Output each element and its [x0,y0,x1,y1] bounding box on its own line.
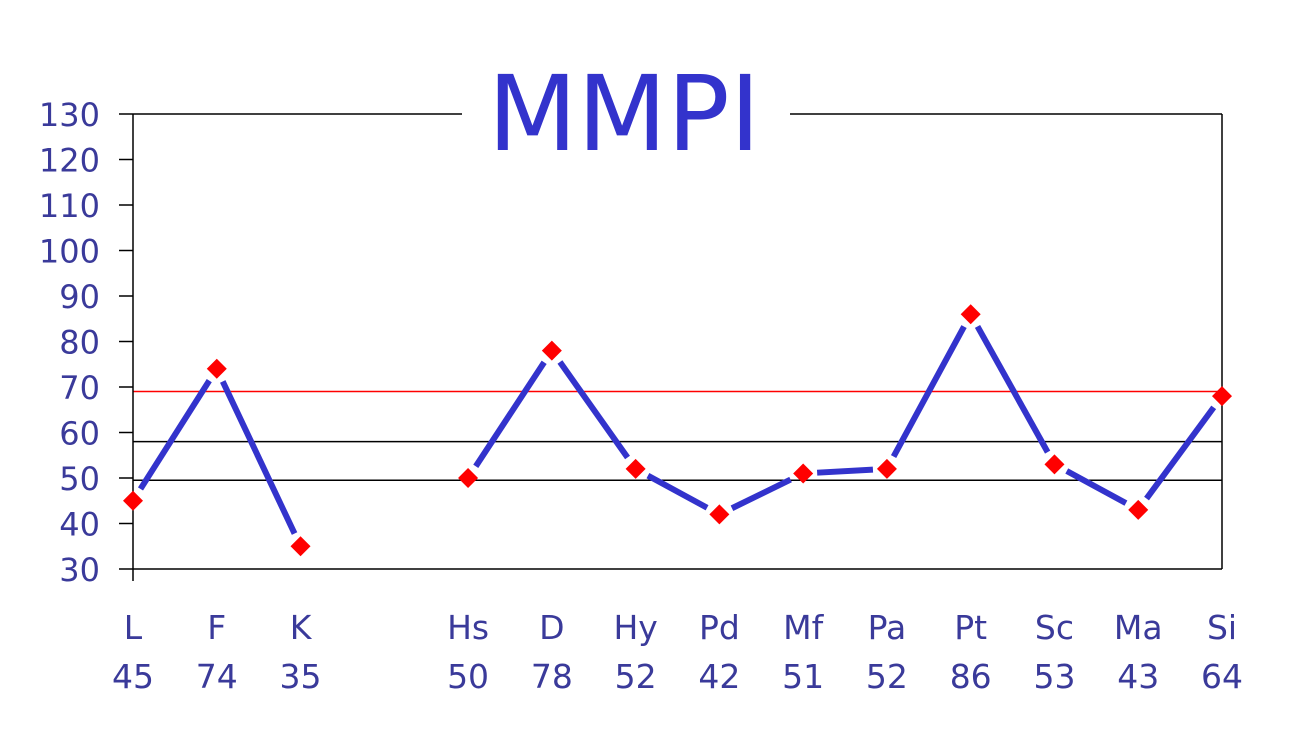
data-point-Si [1212,386,1232,407]
x-value-label: 53 [1033,657,1075,696]
y-tick-label: 110 [39,187,100,225]
x-tick-label: L [124,608,143,647]
data-point-L [123,490,143,511]
title-background [462,95,790,135]
x-tick-label: Si [1207,608,1237,647]
x-tick-label: Pa [868,608,907,647]
y-tick-label: 50 [59,460,100,498]
data-point-D [541,340,562,361]
data-point-Ma [1128,499,1149,520]
data-point-Pa [876,458,897,479]
chart-title: MMPI [488,53,761,175]
x-value-label: 74 [196,657,238,696]
x-value-label: 45 [112,657,154,696]
series-segment [220,380,298,535]
y-tick-label: 70 [59,369,100,407]
y-tick-label: 30 [59,551,100,589]
series-segment [974,324,1051,454]
data-point-F [206,358,227,379]
series-segment [1144,405,1217,501]
series-segment [137,379,212,491]
x-tick-label: Sc [1035,608,1074,647]
x-tick-label: F [207,608,226,647]
y-tick-label: 90 [59,278,100,316]
y-axis: 30 40 50 60 70 80 90 100 110 120 130 [39,96,133,589]
x-value-label: 51 [782,657,824,696]
x-tick-label: Ma [1114,608,1163,647]
x-value-label: 52 [866,657,908,696]
x-axis: L 45 F 74 K 35 Hs 50 D 78 Hy 52 Pd 42 Mf 51 Pa 52 Pt 86 Sc 53… [112,608,1243,696]
x-tick-label: Mf [783,608,824,647]
y-tick-label: 80 [59,324,100,362]
x-tick-label: D [539,608,564,647]
y-tick-label: 60 [59,415,100,453]
data-point-K [290,536,311,557]
x-tick-label: Hs [447,608,489,647]
series-segment [890,325,967,459]
x-value-label: 78 [531,657,573,696]
series-segment [557,360,630,460]
y-tick-label: 100 [39,233,100,271]
series-markers [123,304,1232,557]
x-tick-label: Hy [613,608,657,647]
series-segment [730,476,792,511]
data-point-Pt [960,304,981,325]
y-tick-label: 120 [39,142,100,180]
series-line [137,324,1217,535]
x-value-label: 50 [447,657,489,696]
series-segment [473,360,547,468]
series-segment [1065,468,1128,506]
data-point-Mf [793,463,814,484]
data-point-Hy [625,458,646,479]
y-tick-label: 130 [39,96,100,134]
x-tick-label: K [290,608,313,647]
x-tick-label: Pd [699,608,740,647]
series-segment [646,472,709,511]
x-value-label: 43 [1117,657,1159,696]
data-point-Pd [709,504,730,525]
data-point-Sc [1044,454,1065,475]
x-value-label: 35 [280,657,322,696]
x-value-label: 64 [1201,657,1243,696]
x-value-label: 42 [698,657,740,696]
data-point-Hs [458,468,479,488]
x-value-label: 86 [950,657,992,696]
plot-frame [132,113,1223,581]
x-value-label: 52 [615,657,657,696]
y-tick-label: 40 [59,506,100,544]
x-tick-label: Pt [954,608,987,647]
series-segment [816,466,874,476]
